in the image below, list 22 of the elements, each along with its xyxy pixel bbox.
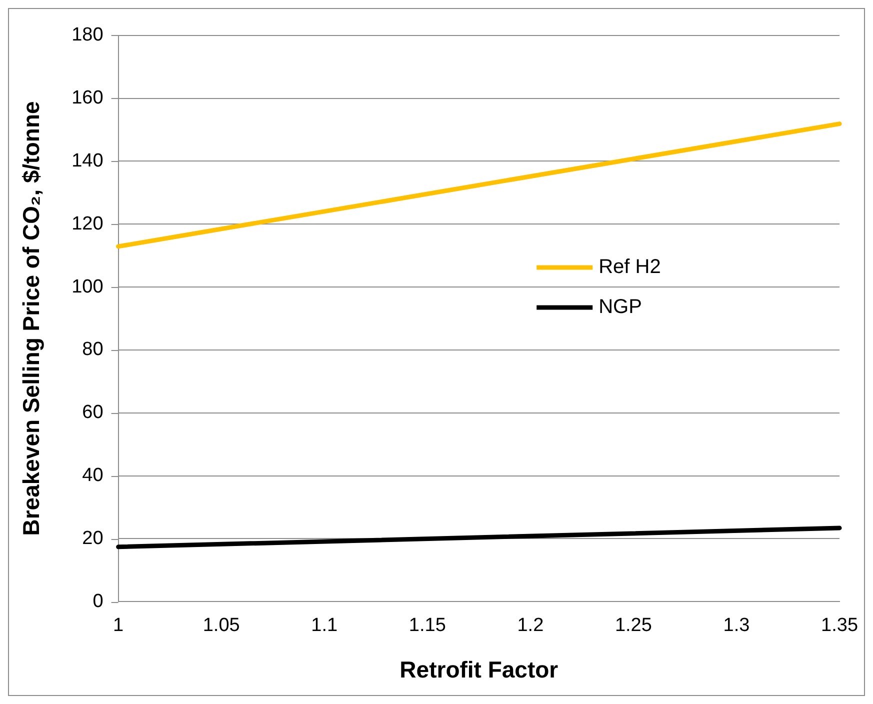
y-tick-label: 120	[72, 213, 104, 234]
x-tick-label: 1.1	[311, 615, 338, 636]
y-tick-label: 100	[72, 276, 104, 298]
y-tick-label: 180	[72, 24, 104, 46]
legend-label: Ref H2	[598, 256, 661, 278]
y-axis-title: Breakeven Selling Price of CO₂, $/tonne	[18, 101, 44, 536]
x-tick-label: 1.3	[723, 615, 750, 636]
y-tick-label: 20	[82, 528, 104, 549]
y-tick-label: 160	[72, 88, 104, 109]
y-tick-label: 60	[82, 402, 104, 424]
x-tick-label: 1.2	[517, 615, 544, 636]
x-tick-label: 1.05	[202, 615, 240, 636]
y-tick-label: 40	[82, 465, 104, 486]
x-tick-label: 1.15	[408, 615, 446, 636]
y-tick-label: 80	[82, 339, 104, 360]
x-axis-title: Retrofit Factor	[400, 656, 558, 683]
x-tick-label: 1	[113, 615, 124, 636]
y-tick-label: 140	[72, 150, 104, 172]
y-tick-label: 0	[92, 590, 104, 612]
x-tick-label: 1.25	[614, 615, 652, 636]
x-tick-label: 1.35	[821, 615, 858, 636]
legend-label: NGP	[598, 296, 642, 318]
